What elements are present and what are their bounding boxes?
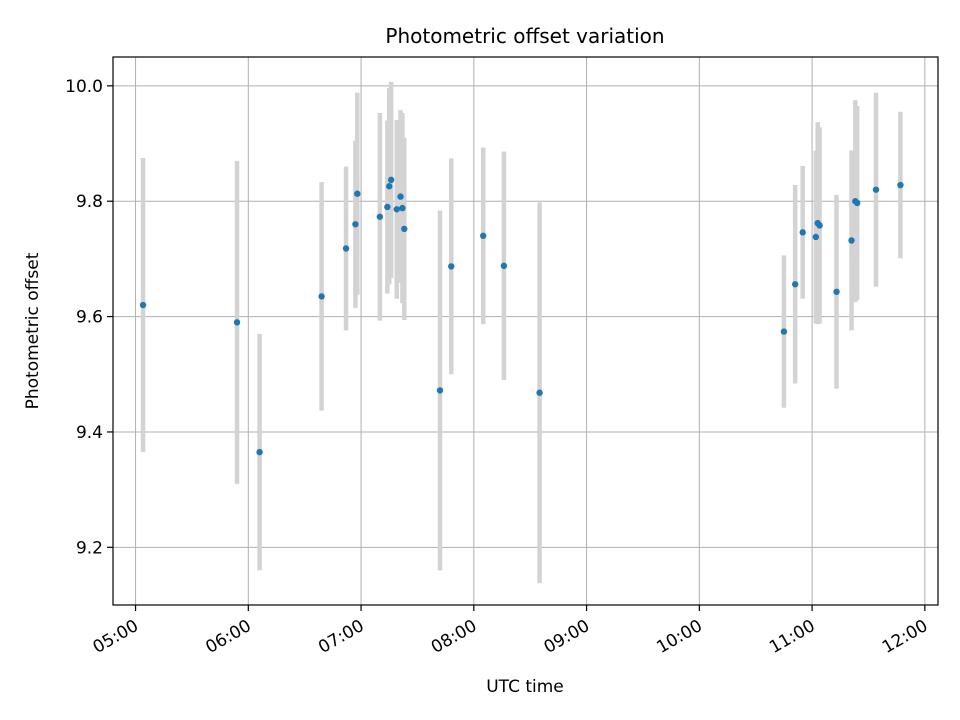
- marker-series: [139, 176, 904, 456]
- data-point: [384, 203, 391, 211]
- data-point: [342, 245, 350, 252]
- y-axis-label: Photometric offset: [23, 252, 43, 409]
- data-point: [872, 186, 880, 193]
- x-gridlines: [135, 57, 926, 605]
- data-point: [354, 190, 361, 197]
- data-point: [256, 448, 263, 456]
- data-point: [480, 232, 487, 240]
- data-point: [780, 328, 788, 335]
- data-point: [386, 183, 393, 190]
- data-point: [233, 319, 241, 326]
- data-point: [139, 301, 147, 309]
- y-tick-label: 9.4: [76, 423, 103, 443]
- data-point: [812, 233, 820, 241]
- data-point: [376, 213, 384, 220]
- data-point: [791, 281, 799, 288]
- plot-frame: [112, 56, 939, 606]
- data-point: [799, 229, 806, 236]
- data-point: [318, 293, 325, 300]
- data-point: [536, 389, 543, 396]
- y-tick-label: 10.0: [65, 77, 103, 97]
- x-axis-label: UTC time: [486, 677, 564, 697]
- data-point: [833, 288, 840, 295]
- data-point: [387, 176, 395, 184]
- y-tick-label: 9.8: [76, 192, 103, 212]
- data-point: [848, 237, 855, 244]
- data-point: [393, 206, 400, 213]
- data-point: [448, 263, 455, 270]
- data-point: [816, 222, 823, 229]
- data-point: [897, 181, 904, 189]
- y-tick-label: 9.2: [76, 538, 103, 558]
- data-point: [853, 199, 861, 207]
- y-axis-ticks: 9.2 9.4 9.6 9.8 10.0: [65, 77, 113, 558]
- data-point: [397, 193, 404, 200]
- data-point: [401, 225, 408, 233]
- y-tick-label: 9.6: [76, 308, 103, 328]
- chart-title: Photometric offset variation: [385, 24, 664, 48]
- data-point: [399, 204, 406, 212]
- data-point: [352, 221, 359, 228]
- data-point: [436, 387, 444, 394]
- data-point: [500, 262, 508, 270]
